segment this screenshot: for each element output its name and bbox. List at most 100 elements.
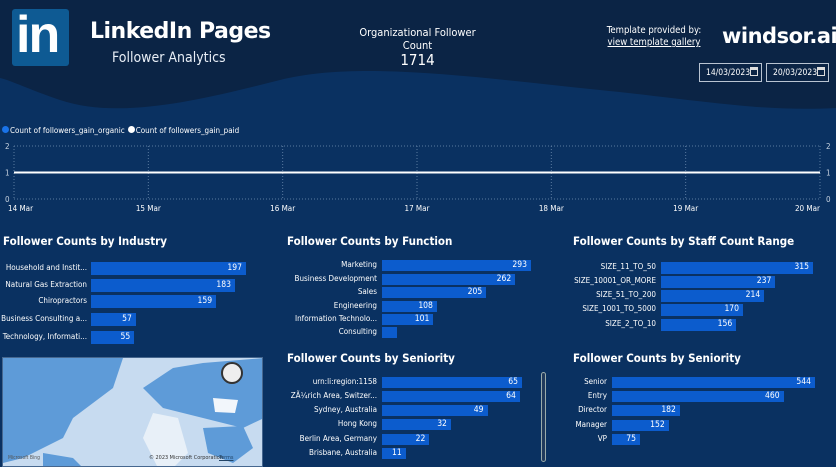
y-tick-label: 0 [5,195,10,204]
bar-label: Consulting [338,326,377,336]
bar[interactable] [91,313,136,326]
bar[interactable] [91,295,217,308]
bar-label: SIZE_51_TO_200 [596,290,656,299]
date-start-input[interactable]: 14/03/2023 [699,63,762,82]
bar-value: 156 [717,319,733,329]
bar[interactable] [91,279,235,292]
bar-label: Information Technolo... [295,313,377,323]
bar-label: ZÃ¼rich Area, Switzer... [290,390,377,400]
bar[interactable] [382,405,488,416]
bar[interactable] [612,391,784,402]
x-tick-label: 20 Mar [795,204,820,213]
bar[interactable] [382,377,522,388]
bar-label: Marketing [341,259,377,269]
legend-item-paid[interactable]: Count of followers_gain_paid [127,126,239,135]
follower-map[interactable]: Microsoft Bing © 2023 Microsoft Corporat… [2,357,263,467]
calendar-icon[interactable] [817,67,825,76]
bar-label: SIZE_10001_OR_MORE [574,276,656,285]
y-tick-label: 1 [5,169,10,178]
bar[interactable] [382,391,520,402]
bar-value: 22 [415,433,426,444]
legend-item-organic[interactable]: Count of followers_gain_organic [2,126,125,135]
bar[interactable] [382,274,516,285]
template-gallery-link[interactable]: view template gallery [607,37,701,48]
bar-value: 182 [661,404,676,415]
bar-value: 101 [414,313,430,324]
bar-value: 262 [496,273,512,284]
chart-title: Follower Counts by Function [287,234,453,248]
map-attribution-bing: Microsoft Bing [8,455,40,461]
bar[interactable] [382,448,406,459]
x-tick-label: 17 Mar [404,204,429,213]
bar[interactable] [382,419,451,430]
bar-label: SIZE_11_TO_50 [600,262,656,271]
bar-value: 11 [391,447,402,458]
kpi-value: 1714 [400,51,435,69]
chart-title: Follower Counts by Seniority [573,351,741,365]
bar[interactable] [382,434,430,445]
bar-label: Brisbane, Australia [308,447,377,457]
bar[interactable] [382,287,487,298]
bar-label: Hong Kong [337,418,377,428]
page-subtitle: Follower Analytics [112,50,226,66]
header-background [0,0,836,109]
bar-value: 293 [512,259,527,270]
focus-mode-icon[interactable] [221,362,243,384]
bar-label: VP [597,433,607,443]
bar[interactable] [382,314,434,325]
bar[interactable] [612,377,815,388]
bar-value: 170 [724,304,740,314]
chart-title: Follower Counts by Seniority [287,351,455,365]
bar-value: 57 [122,313,132,324]
y-tick-label-right: 2 [826,142,831,151]
bar-value: 75 [626,433,636,444]
x-tick-label: 19 Mar [673,204,698,213]
bar[interactable] [612,405,680,416]
date-end-input[interactable]: 20/03/2023 [766,63,829,82]
bar-label: SIZE_2_TO_10 [605,319,656,328]
bar-label: Household and Instit... [5,262,87,272]
bar[interactable] [612,434,640,445]
bar[interactable] [382,260,531,271]
bar-value: 205 [467,286,483,297]
bar-label: Chiropractors [38,295,87,305]
bar-label: Business Consulting a... [1,313,87,323]
map-copyright: © 2023 Microsoft Corporation [149,455,223,461]
x-tick-label: 18 Mar [539,204,564,213]
bar-value: 214 [745,290,761,300]
chart-legend: Count of followers_gain_organic Count of… [2,126,239,135]
bar[interactable] [661,290,765,302]
bar-value: 32 [437,418,447,429]
kpi-label: Organizational Follower Count [359,26,476,52]
bar[interactable] [661,276,776,288]
bar-label: Entry [587,390,607,400]
bar-value: 460 [765,390,780,401]
bar[interactable] [91,262,246,275]
bar-label: Business Development [294,273,377,283]
chart-title: Follower Counts by Industry [3,234,168,248]
x-tick-label: 15 Mar [136,204,161,213]
y-tick-label-right: 1 [826,169,831,178]
map-terms-link[interactable]: Terms [219,455,234,461]
y-tick-label: 2 [5,142,10,151]
scrollbar[interactable] [541,372,546,462]
bar[interactable] [661,262,813,274]
bar[interactable] [91,331,135,344]
bar[interactable] [382,301,437,312]
bar-label: urn:li:region:1158 [312,376,377,386]
bar-label: Sales [357,286,377,296]
bar[interactable] [661,319,737,331]
x-tick-label: 14 Mar [8,204,33,213]
bar[interactable] [612,420,669,431]
bar-value: 197 [227,262,242,273]
chart-title: Follower Counts by Staff Count Range [573,234,795,248]
calendar-icon[interactable] [750,67,758,76]
bar-value: 315 [794,262,809,272]
kpi-card: Organizational Follower Count 1714 [350,26,485,69]
bar-label: Berlin Area, Germany [299,433,377,443]
bar-value: 64 [506,390,516,401]
bar[interactable] [382,327,397,338]
bar[interactable] [661,304,744,316]
linkedin-logo: in [12,6,69,66]
bar-value: 159 [197,295,213,306]
